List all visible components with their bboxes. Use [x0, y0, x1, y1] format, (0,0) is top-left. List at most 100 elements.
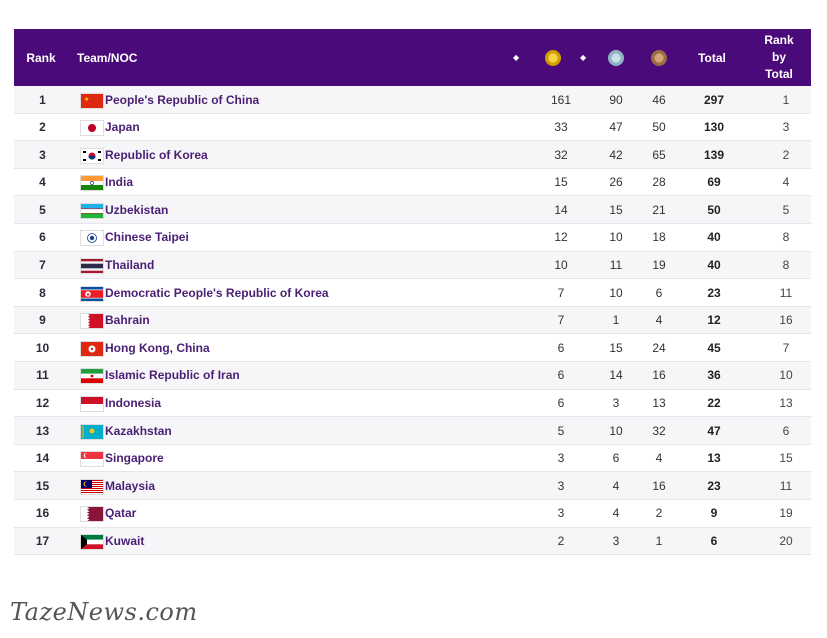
rank-cell: 11 — [36, 368, 49, 383]
gold-count-cell: 32 — [554, 147, 568, 162]
silver-count-cell: 26 — [609, 175, 623, 190]
gold-count-cell: 6 — [557, 396, 565, 411]
team-name-link[interactable]: Uzbekistan — [105, 202, 169, 217]
table-row[interactable]: 11 Islamic Republic of Iran 6 14 16 36 10 — [14, 361, 811, 390]
total-count-cell: 9 — [710, 506, 718, 521]
flag-icon — [80, 423, 104, 440]
team-name-link[interactable]: Republic of Korea — [105, 147, 208, 162]
table-row[interactable]: 6 Chinese Taipei 12 10 18 40 8 — [14, 224, 811, 252]
team-name-link[interactable]: Malaysia — [105, 478, 156, 493]
table-row[interactable]: 5 Uzbekistan 14 15 21 50 5 — [14, 196, 811, 224]
bronze-medal-icon — [651, 49, 667, 66]
team-name-link[interactable]: Singapore — [105, 451, 164, 466]
rank-by-total-cell: 7 — [782, 340, 790, 355]
team-name-link[interactable]: Chinese Taipei — [105, 230, 189, 245]
table-row[interactable]: 13 Kazakhstan 5 10 32 47 6 — [14, 417, 811, 445]
silver-count-cell: 6 — [612, 451, 620, 466]
team-name-link[interactable]: Kuwait — [105, 534, 145, 548]
rank-by-total-cell: 20 — [779, 534, 793, 548]
table-row[interactable]: 16 Qatar 3 4 2 9 19 — [14, 500, 811, 528]
bronze-count-cell: 13 — [652, 396, 666, 411]
gold-count-cell: 3 — [557, 506, 565, 521]
rank-cell: 15 — [35, 478, 50, 493]
rank-by-total-cell: 5 — [782, 202, 790, 217]
rank-by-total-cell: 11 — [779, 478, 793, 493]
table-row[interactable]: 12 Indonesia 6 3 13 22 13 — [14, 390, 811, 418]
bronze-count-cell: 1 — [655, 534, 663, 548]
team-name-link[interactable]: Kazakhstan — [105, 423, 172, 438]
bronze-medal-column-header[interactable] — [650, 29, 668, 86]
table-row[interactable]: 3 Republic of Korea 32 42 65 139 2 — [14, 141, 811, 169]
table-row[interactable]: 7 Thailand 10 11 19 40 8 — [14, 251, 811, 280]
rank-by-total-cell: 1 — [782, 92, 790, 107]
team-name-link[interactable]: Thailand — [105, 258, 155, 273]
flag-icon — [80, 396, 104, 413]
flag-icon — [80, 534, 104, 550]
team-name-link[interactable]: Islamic Republic of Iran — [105, 368, 240, 383]
sort-icon[interactable]: ◆ — [580, 53, 587, 62]
silver-count-cell: 3 — [612, 396, 620, 411]
table-row[interactable]: 9 Bahrain 7 1 4 12 16 — [14, 306, 811, 335]
rank-cell: 6 — [39, 230, 46, 245]
flag-icon — [80, 120, 104, 137]
total-count-cell: 130 — [703, 120, 725, 135]
rank-by-total-cell: 4 — [782, 175, 790, 190]
table-row[interactable]: 1 ★ People's Republic of China 161 90 46 297 1 — [14, 86, 811, 114]
flag-icon — [80, 230, 104, 247]
silver-medal-column-header[interactable] — [607, 29, 625, 86]
rank-by-total-column-header[interactable]: Rank by Total — [750, 29, 808, 86]
gold-medal-column-header[interactable] — [544, 29, 562, 86]
bronze-count-cell: 46 — [652, 92, 666, 107]
gold-count-cell: 2 — [557, 534, 565, 548]
table-row[interactable]: 8 ★ Democratic People's Republic of Korea 7… — [14, 279, 811, 307]
silver-count-cell: 47 — [609, 120, 623, 135]
total-count-cell: 23 — [707, 478, 721, 493]
silver-medal-icon — [608, 49, 624, 66]
team-name-link[interactable]: Hong Kong, China — [105, 340, 210, 355]
total-column-header[interactable]: Total — [698, 50, 726, 65]
rank-cell: 16 — [35, 506, 50, 521]
gold-count-cell: 6 — [557, 368, 565, 383]
table-row[interactable]: 2 Japan 33 47 50 130 3 — [14, 114, 811, 142]
team-column-header[interactable]: Team/NOC — [77, 50, 138, 65]
table-row[interactable]: 14 Singapore 3 6 4 13 15 — [14, 445, 811, 473]
rank-cell: 17 — [35, 534, 50, 548]
svg-text:★: ★ — [84, 96, 89, 103]
team-name-link[interactable]: Bahrain — [105, 313, 150, 328]
team-name-link[interactable]: Democratic People's Republic of Korea — [105, 285, 329, 300]
rank-cell: 1 — [39, 92, 46, 107]
rank-column-header[interactable]: Rank — [26, 50, 56, 65]
team-name-link[interactable]: Qatar — [105, 506, 137, 521]
rank-cell: 3 — [39, 147, 46, 162]
table-header: Rank Team/NOC ◆ ◆ Total Rank by Total — [14, 29, 811, 86]
team-name-link[interactable]: India — [105, 175, 134, 190]
bronze-count-cell: 28 — [652, 175, 666, 190]
table-row[interactable]: 17 Kuwait 2 3 1 6 20 — [14, 527, 811, 556]
gold-medal-icon — [545, 49, 561, 66]
table-row[interactable]: 10 Hong Kong, China 6 15 24 45 7 — [14, 334, 811, 362]
table-body: 1 ★ People's Republic of China 161 90 46 297 1 2… — [14, 86, 811, 556]
flag-icon — [80, 478, 104, 495]
rank-by-total-cell: 16 — [779, 313, 793, 328]
table-row[interactable]: 15 Malaysia 3 4 16 23 11 — [14, 472, 811, 500]
total-count-cell: 139 — [703, 147, 725, 162]
silver-count-cell: 1 — [612, 313, 620, 328]
flag-icon — [80, 258, 104, 275]
team-name-link[interactable]: Japan — [105, 120, 140, 135]
rank-by-total-cell: 2 — [782, 147, 790, 162]
total-count-cell: 23 — [707, 285, 721, 300]
gold-count-cell: 15 — [554, 175, 568, 190]
flag-icon — [80, 202, 104, 219]
table-row[interactable]: 4 India 15 26 28 69 4 — [14, 169, 811, 197]
team-name-link[interactable]: People's Republic of China — [105, 92, 260, 107]
rank-by-total-cell: 8 — [782, 230, 790, 245]
gold-count-cell: 161 — [550, 92, 572, 107]
team-name-link[interactable]: Indonesia — [105, 396, 162, 411]
total-count-cell: 69 — [707, 175, 721, 190]
silver-count-cell: 14 — [609, 368, 623, 383]
bronze-count-cell: 4 — [655, 451, 663, 466]
sort-icon[interactable]: ◆ — [513, 53, 520, 62]
silver-count-cell: 10 — [609, 230, 623, 245]
silver-count-cell: 15 — [609, 340, 623, 355]
gold-count-cell: 3 — [557, 451, 565, 466]
